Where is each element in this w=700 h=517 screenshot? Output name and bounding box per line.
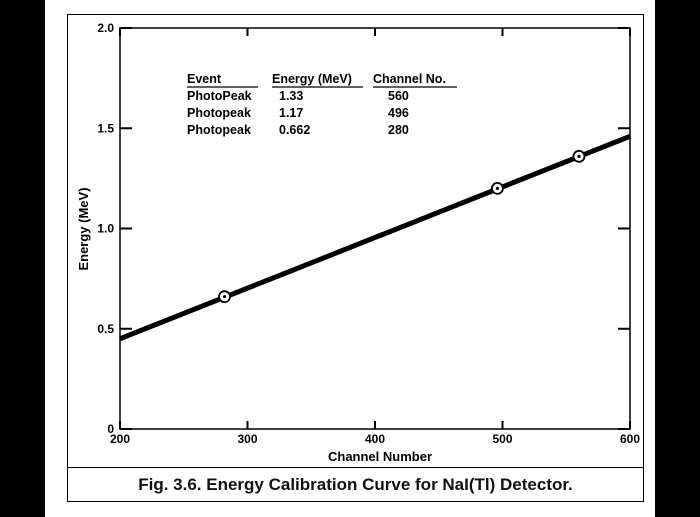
data-point-center <box>495 186 499 190</box>
right-black-border <box>655 0 700 517</box>
table-cell: 560 <box>388 89 409 103</box>
table-cell: Photopeak <box>187 106 251 120</box>
legend-table: Event Energy (MeV) Channel No. PhotoPeak 1.3… <box>187 72 457 137</box>
fit-line-group <box>119 133 631 342</box>
table-header-cell: Event <box>187 72 222 86</box>
axis-ticks: 200 300 400 500 600 0 0.5 1.0 1.5 2.0 <box>97 21 640 446</box>
table-cell: 280 <box>388 123 409 137</box>
y-tick-label: 1.0 <box>97 222 114 236</box>
data-point-center <box>577 154 581 158</box>
calibration-fit-line <box>119 133 631 342</box>
table-cell: 0.662 <box>279 123 310 137</box>
left-black-border <box>0 0 45 517</box>
table-header-cell: Energy (MeV) <box>272 72 352 86</box>
x-axis-label: Channel Number <box>328 449 432 464</box>
y-tick-label: 2.0 <box>97 21 114 35</box>
figure-frame <box>67 14 644 502</box>
table-header-cell: Channel No. <box>373 72 446 86</box>
data-points <box>218 149 586 304</box>
y-tick-label: 0.5 <box>97 322 114 336</box>
table-cell: Photopeak <box>187 123 251 137</box>
table-cell: 496 <box>388 106 409 120</box>
y-axis-label: Energy (MeV) <box>76 187 91 270</box>
x-tick-label: 600 <box>620 432 640 446</box>
x-tick-label: 200 <box>110 432 130 446</box>
x-tick-label: 500 <box>492 432 512 446</box>
table-cell: 1.17 <box>279 106 303 120</box>
x-tick-label: 300 <box>237 432 257 446</box>
table-cell: PhotoPeak <box>187 89 252 103</box>
x-tick-label: 400 <box>365 432 385 446</box>
data-point-center <box>222 295 227 299</box>
y-tick-label: 0 <box>107 422 114 436</box>
caption-divider <box>67 467 644 468</box>
y-tick-label: 1.5 <box>97 121 114 135</box>
figure-caption: Fig. 3.6. Energy Calibration Curve for N… <box>138 475 573 494</box>
table-cell: 1.33 <box>279 89 303 103</box>
